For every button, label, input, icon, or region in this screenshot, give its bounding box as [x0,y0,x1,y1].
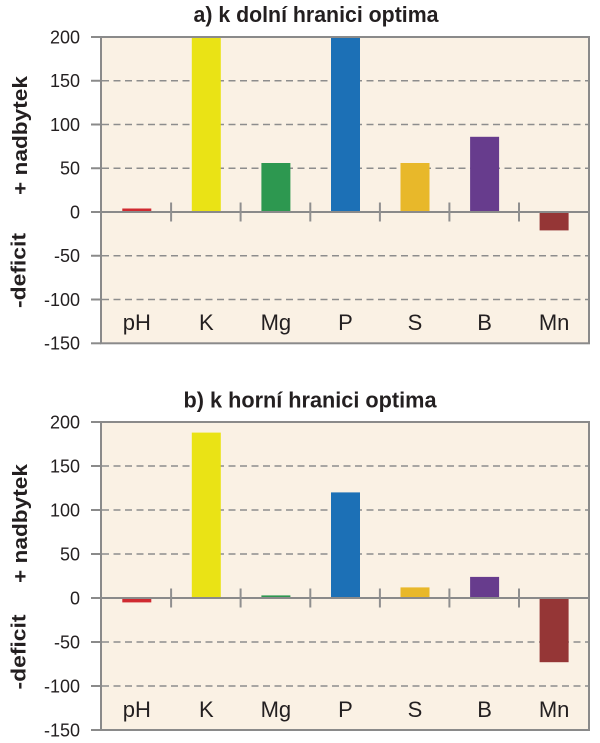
svg-text:S: S [408,697,423,722]
svg-text:pH: pH [123,310,151,335]
svg-text:-100: -100 [44,676,80,696]
svg-text:P: P [338,697,353,722]
svg-text:Mg: Mg [261,697,292,722]
svg-text:200: 200 [50,412,80,432]
svg-text:Mg: Mg [261,310,292,335]
svg-text:50: 50 [60,544,80,564]
svg-text:P: P [338,310,353,335]
svg-text:-150: -150 [44,720,80,740]
svg-text:Mn: Mn [539,310,570,335]
svg-text:100: 100 [50,500,80,520]
svg-text:S: S [408,310,423,335]
svg-text:pH: pH [123,697,151,722]
svg-text:b) k horní hranici optima: b) k horní hranici optima [184,387,438,412]
svg-text:0: 0 [70,588,80,608]
svg-text:-100: -100 [44,290,80,310]
svg-text:0: 0 [70,202,80,222]
svg-text:B: B [477,697,492,722]
svg-text:a) k dolní hranici optima: a) k dolní hranici optima [194,2,440,27]
svg-text:-50: -50 [54,632,80,652]
svg-text:50: 50 [60,159,80,179]
svg-text:150: 150 [50,71,80,91]
svg-text:+ nadbytek: + nadbytek [10,75,32,195]
svg-text:B: B [477,310,492,335]
svg-text:-50: -50 [54,246,80,266]
svg-text:-deficit: -deficit [9,233,31,308]
svg-text:-150: -150 [44,334,80,354]
svg-text:Mn: Mn [539,697,570,722]
svg-text:150: 150 [50,456,80,476]
svg-text:100: 100 [50,115,80,135]
svg-text:K: K [199,310,214,335]
svg-text:K: K [199,697,214,722]
svg-text:+ nadbytek: + nadbytek [10,463,32,583]
svg-text:200: 200 [50,27,80,47]
svg-text:-deficit: -deficit [9,614,31,689]
